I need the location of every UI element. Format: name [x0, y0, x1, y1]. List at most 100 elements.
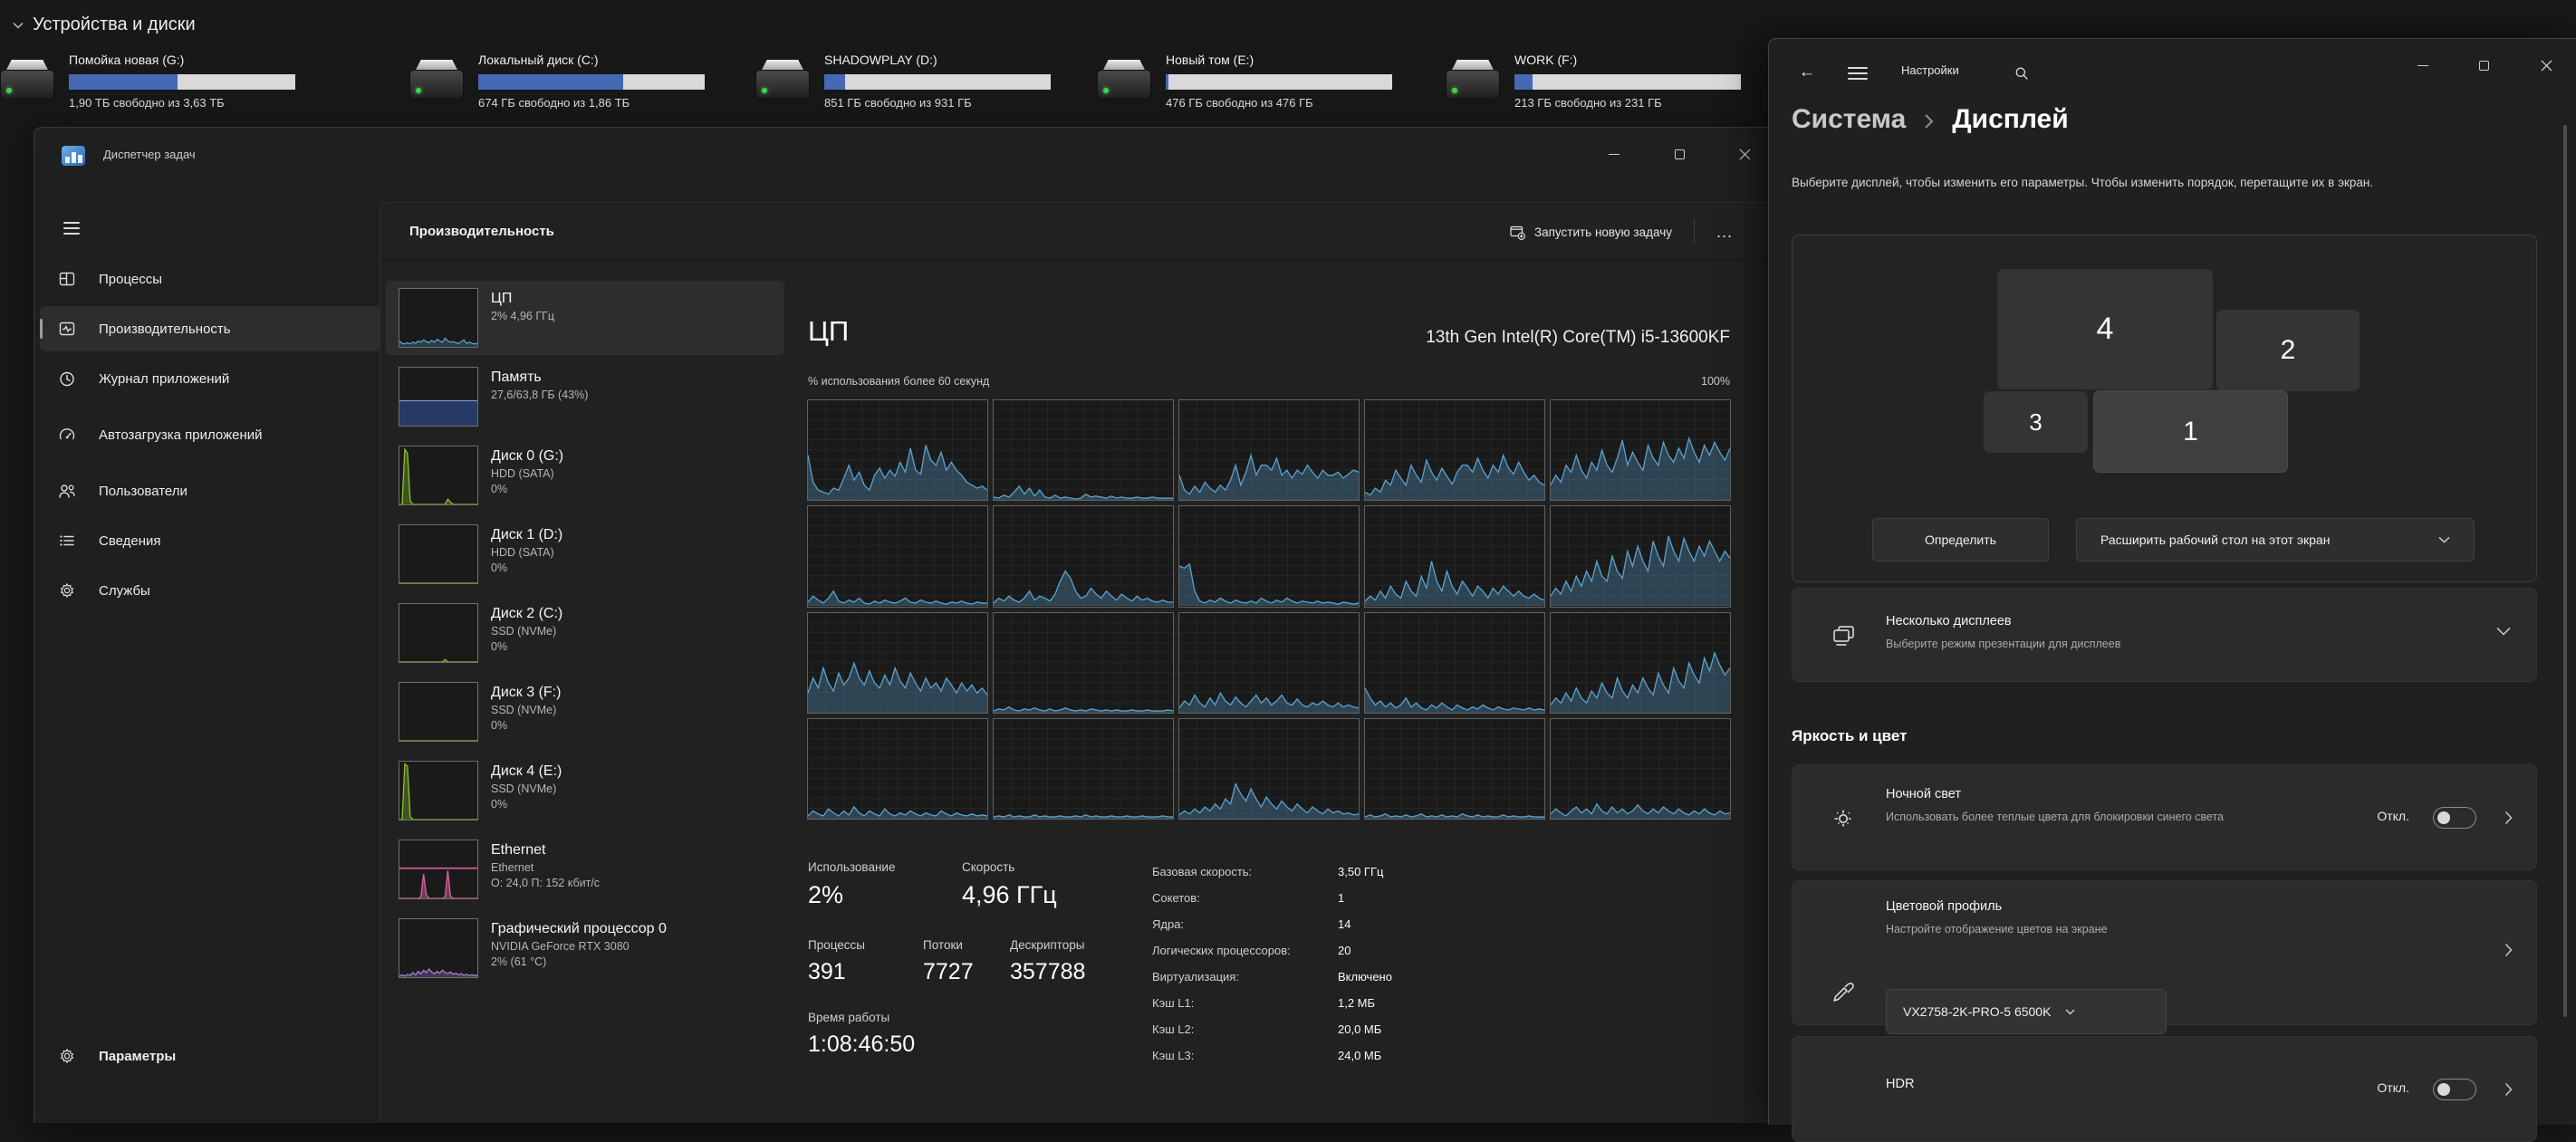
sidebar-menu-button[interactable]: [54, 213, 89, 244]
nav-item-startup-apps[interactable]: Автозагрузка приложений: [40, 406, 380, 464]
perf-item-subtitle: 2% 4,96 ГГц: [491, 309, 779, 324]
uptime-value: 1:08:46:50: [808, 1032, 915, 1058]
drive-free-space: 851 ГБ свободно из 931 ГБ: [824, 96, 1118, 110]
cpu-spec-row: Кэш L1: 1,2 МБ: [1152, 990, 1392, 1016]
mini-usage-graph: [399, 524, 478, 584]
expand-chevron-icon[interactable]: [2496, 627, 2511, 636]
cpu-detail-panel: ЦП 13th Gen Intel(R) Core(TM) i5-13600KF…: [803, 310, 1745, 1123]
run-new-task-button[interactable]: Запустить новую задачу: [1501, 217, 1681, 247]
hdr-toggle[interactable]: [2433, 1079, 2476, 1100]
spec-label: Сокетов:: [1152, 885, 1338, 911]
task-manager-window: Диспетчер задач Процессы Производительно…: [34, 127, 1775, 1123]
nav-item-settings[interactable]: Параметры: [40, 1033, 380, 1083]
drive-free-space: 1,90 ТБ свободно из 3,63 ТБ: [69, 96, 362, 110]
spec-label: Ядра:: [1152, 911, 1338, 937]
perf-item-subtitle: 27,6/63,8 ГБ (43%): [491, 388, 779, 403]
window-title: Диспетчер задач: [103, 148, 196, 161]
nav-item-details[interactable]: Сведения: [40, 518, 380, 563]
performance-list-item[interactable]: Графический процессор 0 NVIDIA GeForce R…: [386, 911, 784, 985]
scrollbar[interactable]: [2563, 125, 2567, 1017]
performance-icon: [58, 320, 76, 338]
drive-tile[interactable]: Новый том (E:) 476 ГБ свободно из 476 ГБ: [1097, 51, 1459, 127]
breadcrumb-display: Дисплей: [1952, 104, 2068, 135]
task-manager-titlebar[interactable]: Диспетчер задач: [34, 128, 1774, 178]
history-clock-icon: [58, 369, 76, 388]
search-icon[interactable]: [2006, 61, 2037, 86]
chevron-right-icon[interactable]: [2504, 943, 2513, 957]
perf-item-subtitle: NVIDIA GeForce RTX 3080: [491, 939, 779, 955]
hard-drive-icon: [1446, 58, 1500, 103]
monitor-2[interactable]: 2: [2216, 310, 2360, 391]
performance-list-item[interactable]: Память 27,6/63,8 ГБ (43%): [386, 360, 784, 434]
hard-drive-icon: [1097, 58, 1151, 103]
nav-item-processes[interactable]: Процессы: [40, 256, 380, 302]
back-button[interactable]: ←: [1789, 57, 1825, 88]
nav-item-services[interactable]: Службы: [40, 568, 380, 613]
monitor-3[interactable]: 3: [1984, 391, 2088, 453]
logical-processors-grid: [807, 399, 1731, 820]
monitor-1[interactable]: 1: [2093, 390, 2288, 473]
monitor-4[interactable]: 4: [1997, 269, 2213, 389]
devices-and-drives-header[interactable]: Устройства и диски: [13, 14, 196, 35]
performance-list-item[interactable]: Диск 2 (C:) SSD (NVMe) 0%: [386, 596, 784, 670]
hdr-row[interactable]: HDR Откл.: [1792, 1036, 2537, 1142]
minimize-button[interactable]: [2403, 52, 2443, 79]
monitor-number: 3: [2029, 408, 2042, 437]
spec-value: 20: [1338, 937, 1350, 964]
drive-usage-bar: [824, 74, 1051, 90]
cpu-specs: Базовая скорость: 3,50 ГГц Сокетов: 1 Яд…: [1152, 859, 1392, 1069]
cpu-core-graph: [993, 718, 1174, 820]
settings-window: ← Настройки Система Дисплей Выберите дис…: [1768, 38, 2576, 1125]
performance-list-item[interactable]: Диск 1 (D:) HDD (SATA) 0%: [386, 517, 784, 591]
night-light-row[interactable]: Ночной свет Использовать более теплые цв…: [1792, 764, 2537, 870]
chevron-right-icon[interactable]: [2504, 811, 2513, 825]
chevron-right-icon[interactable]: [2504, 1082, 2513, 1097]
display-mode-dropdown[interactable]: Расширить рабочий стол на этот экран: [2076, 518, 2475, 561]
color-profile-dropdown[interactable]: VX2758-2K-PRO-5 6500K: [1886, 989, 2167, 1034]
identify-button[interactable]: Определить: [1872, 518, 2049, 561]
drive-tile[interactable]: SHADOWPLAY (D:) 851 ГБ свободно из 931 Г…: [755, 51, 1118, 127]
cpu-core-graph: [1178, 612, 1360, 714]
performance-list-item[interactable]: ЦП 2% 4,96 ГГц: [386, 281, 784, 355]
cpu-stats: Использование 2% Скорость 4,96 ГГц Проце…: [808, 859, 1745, 1085]
night-light-toggle[interactable]: [2433, 807, 2476, 829]
multiple-displays-row[interactable]: Несколько дисплеев Выберите режим презен…: [1792, 588, 2537, 682]
mini-usage-graph: [399, 918, 478, 978]
minimize-button[interactable]: [1594, 140, 1634, 168]
threads-label: Потоки: [923, 938, 997, 952]
perf-item-title: Память: [491, 368, 779, 388]
performance-list-item[interactable]: Диск 3 (F:) SSD (NVMe) 0%: [386, 675, 784, 749]
performance-list-item[interactable]: Диск 4 (E:) SSD (NVMe) 0%: [386, 753, 784, 828]
close-button[interactable]: [1725, 140, 1764, 168]
spec-label: Логических процессоров:: [1152, 937, 1338, 964]
users-icon: [58, 482, 76, 500]
spec-label: Кэш L2:: [1152, 1016, 1338, 1042]
spec-label: Кэш L1:: [1152, 990, 1338, 1016]
drive-tile[interactable]: WORK (F:) 213 ГБ свободно из 231 ГБ: [1446, 51, 1808, 127]
maximize-button[interactable]: [2464, 52, 2504, 79]
performance-list-item[interactable]: Диск 0 (G:) HDD (SATA) 0%: [386, 438, 784, 513]
perf-item-title: Диск 2 (C:): [491, 604, 779, 624]
nav-label: Сведения: [99, 533, 161, 550]
color-profile-row[interactable]: Цветовой профиль Настройте отображение ц…: [1792, 880, 2537, 1025]
drive-tile[interactable]: Помойка новая (G:) 1,90 ТБ свободно из 3…: [0, 51, 362, 127]
more-options-button[interactable]: ...: [1707, 219, 1742, 245]
settings-menu-button[interactable]: [1840, 62, 1876, 84]
nav-label: Журнал приложений: [99, 370, 229, 388]
row-subtitle: Использовать более теплые цвета для блок…: [1886, 808, 2337, 827]
axis-max-label: 100%: [1701, 375, 1730, 388]
chevron-down-icon: [2438, 536, 2450, 543]
perf-item-title: Диск 0 (G:): [491, 446, 779, 466]
drive-name: WORK (F:): [1514, 51, 1808, 69]
breadcrumb-system[interactable]: Система: [1792, 104, 1906, 135]
performance-list-item[interactable]: Ethernet Ethernet О: 24,0 П: 152 кбит/с: [386, 832, 784, 907]
close-button[interactable]: [2526, 52, 2566, 79]
spec-value: Включено: [1338, 964, 1392, 990]
nav-item-performance[interactable]: Производительность: [40, 306, 380, 351]
nav-item-users[interactable]: Пользователи: [40, 468, 380, 513]
speedometer-icon: [58, 426, 76, 444]
maximize-button[interactable]: [1659, 140, 1699, 168]
display-arrangement-card: 4 2 3 1 Определить Расширить рабочий сто…: [1792, 235, 2537, 582]
nav-item-app-history[interactable]: Журнал приложений: [40, 356, 380, 401]
drive-tile[interactable]: Локальный диск (C:) 674 ГБ свободно из 1…: [409, 51, 772, 127]
